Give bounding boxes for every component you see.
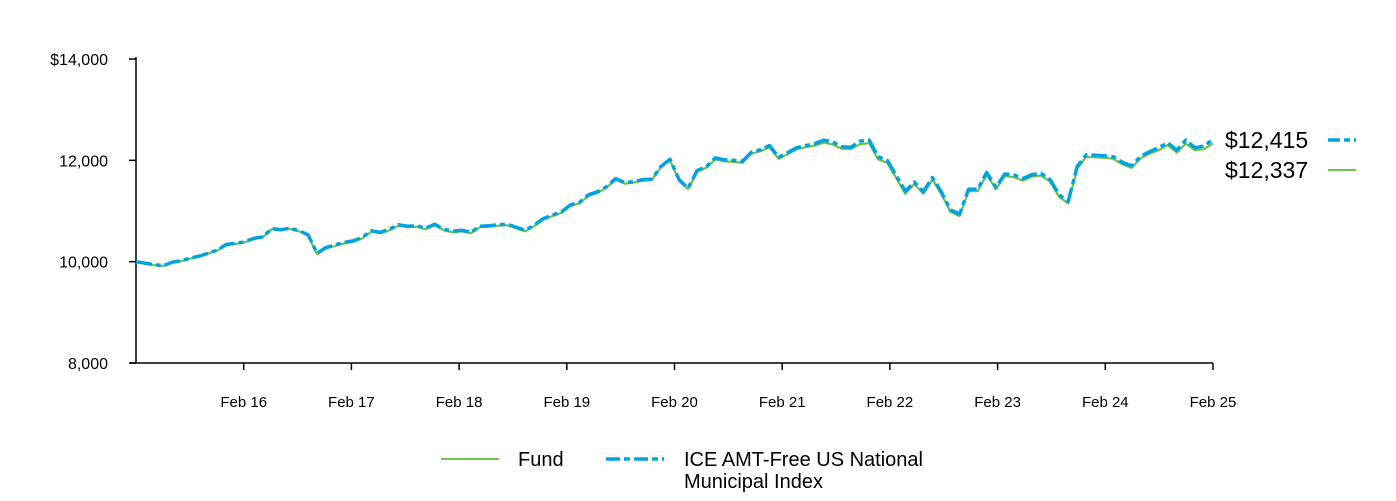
x-tick-label: Feb 16: [220, 394, 267, 411]
x-tick-label: Feb 19: [543, 394, 590, 411]
legend: Fund ICE AMT-Free US National Municipal In…: [441, 449, 923, 493]
end-value-labels: $12,415 $12,337: [1225, 127, 1356, 183]
chart-axes: [130, 57, 1213, 364]
legend-label-index: ICE AMT-Free US National Municipal Index: [684, 449, 923, 493]
series-line-index: [135, 137, 1215, 268]
y-tick-label: 10,000: [59, 255, 108, 272]
series-line-fund: [135, 141, 1214, 268]
y-tick-label: 8,000: [68, 356, 108, 373]
x-tick-label: Feb 23: [974, 394, 1021, 411]
end-value-label: $12,337: [1225, 157, 1308, 183]
x-tick-label: Feb 25: [1190, 394, 1237, 411]
y-tick-label: $14,000: [50, 52, 108, 69]
x-tick-label: Feb 21: [759, 394, 806, 411]
y-tick-label: 12,000: [59, 153, 108, 170]
x-tick-label: Feb 20: [651, 394, 698, 411]
series-lines: [135, 137, 1215, 268]
x-axis-ticks: Feb 16 Feb 17 Feb 18 Feb 19 Feb 20 Feb 21 Feb …: [220, 363, 1236, 411]
x-tick-label: Feb 17: [328, 394, 375, 411]
x-tick-label: Feb 24: [1082, 394, 1129, 411]
y-axis-ticks: 8,000 10,000 12,000 $14,000: [50, 52, 136, 373]
legend-label-fund: Fund: [518, 449, 564, 471]
end-value-label: $12,415: [1225, 127, 1308, 153]
x-tick-label: Feb 22: [867, 394, 914, 411]
x-tick-label: Feb 18: [436, 394, 483, 411]
